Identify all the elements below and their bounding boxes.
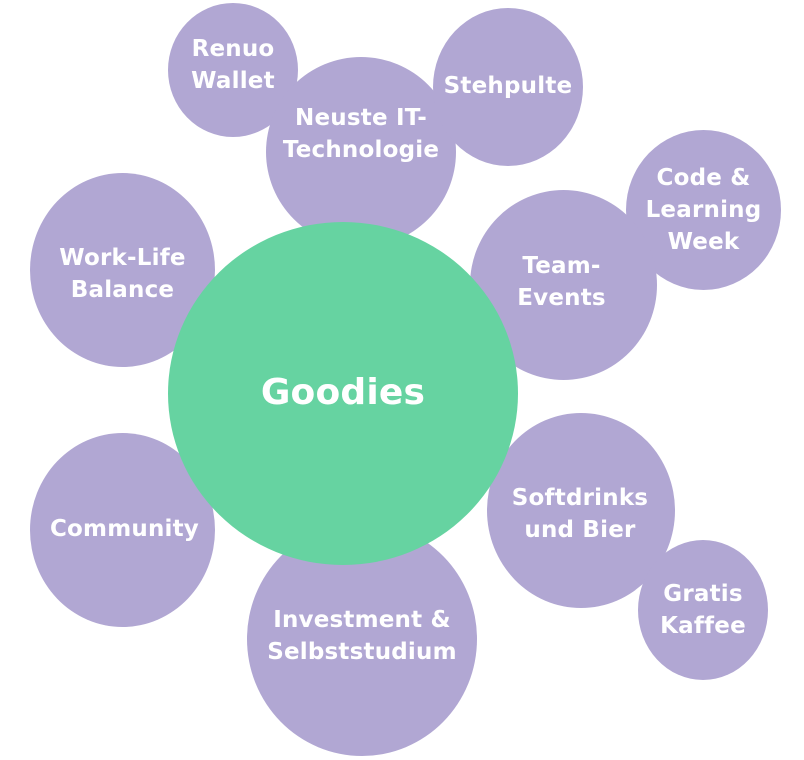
bubble-label: Investment & Selbststudium <box>267 604 457 668</box>
center-label: Goodies <box>260 371 426 413</box>
bubble-investment-selbststudium: Investment & Selbststudium <box>247 522 477 756</box>
bubble-label: Neuste IT- Technologie <box>283 102 439 166</box>
bubble-label-line: Selbststudium <box>267 639 457 665</box>
bubble-label-line: und Bier <box>524 516 636 543</box>
bubble-label-line: Technologie <box>282 137 440 163</box>
bubble-label: Softdrinks und Bier <box>512 482 648 546</box>
bubble-gratis-kaffee: Gratis Kaffee <box>638 540 768 680</box>
bubble-label-line: Gratis <box>663 581 743 607</box>
bubble-stehpulte: Stehpulte <box>433 8 583 166</box>
bubble-label: Stehpulte <box>444 70 573 102</box>
bubble-label: Work-Life Balance <box>59 242 185 306</box>
bubble-label: Community <box>50 513 199 545</box>
bubble-label: Team- Events <box>517 250 606 314</box>
bubble-label-line: Learning <box>645 197 762 223</box>
bubble-label-line: Team- <box>522 253 601 279</box>
bubble-label-line: Investment & <box>273 607 451 633</box>
bubble-label-line: Kaffee <box>660 613 746 639</box>
bubble-label-line: Events <box>517 285 606 311</box>
bubble-label: Code & Learning Week <box>646 162 762 258</box>
bubble-label: Renuo Wallet <box>191 33 275 97</box>
bubble-label-line: Balance <box>70 277 175 303</box>
bubble-neuste-it-technologie: Neuste IT- Technologie <box>266 57 456 247</box>
bubble-softdrinks-und-bier: Softdrinks und Bier <box>487 413 675 608</box>
bubble-label-line: Work-Life <box>59 245 186 271</box>
center-bubble-goodies: Goodies <box>168 222 518 565</box>
bubble-label-line: Stehpulte <box>443 73 573 99</box>
bubble-renuo-wallet: Renuo Wallet <box>168 3 298 137</box>
bubble-label-line: Week <box>667 229 740 255</box>
bubble-label-line: Softdrinks <box>511 484 649 511</box>
bubble-label: Gratis Kaffee <box>660 578 746 642</box>
bubble-label-line: Renuo <box>191 36 275 62</box>
bubble-label-line: Community <box>49 516 200 542</box>
bubble-label-line: Wallet <box>191 68 275 94</box>
bubble-label-line: Code & <box>656 165 751 191</box>
bubble-label-line: Neuste IT- <box>295 105 427 131</box>
